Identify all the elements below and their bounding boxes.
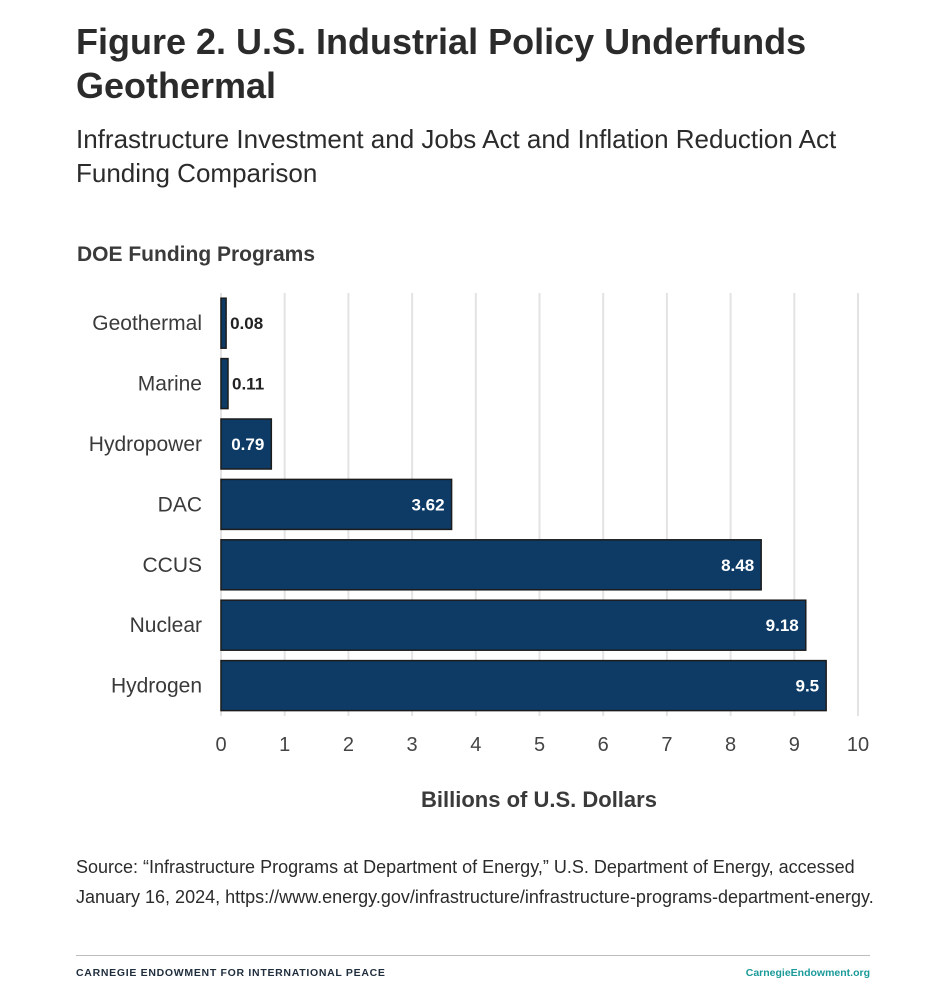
bar-nuclear [220, 599, 807, 651]
x-tick-label: 6 [598, 734, 609, 756]
bars [220, 297, 827, 712]
value-label: 3.62 [412, 495, 445, 514]
value-label: 0.79 [231, 435, 264, 454]
category-label: Geothermal [92, 312, 202, 335]
value-label: 8.48 [721, 556, 754, 575]
chart-subtitle: Infrastructure Investment and Jobs Act a… [76, 124, 837, 188]
x-tick-label: 4 [470, 734, 481, 756]
source-note: Source: “Infrastructure Programs at Depa… [76, 857, 874, 907]
x-tick-label: 0 [215, 734, 226, 756]
y-axis-title: DOE Funding Programs [77, 243, 315, 266]
x-tick-label: 9 [789, 734, 800, 756]
x-axis-title: Billions of U.S. Dollars [421, 787, 657, 812]
bar-hydropower [220, 418, 273, 470]
category-label: DAC [158, 493, 202, 516]
x-tick-labels: 0 1 2 3 4 5 6 7 8 9 10 [215, 734, 869, 756]
bar-dac [220, 478, 453, 531]
bar-hydrogen [220, 659, 827, 712]
value-label: 0.11 [232, 375, 264, 394]
org-name: CARNEGIE ENDOWMENT FOR INTERNATIONAL PEA… [76, 967, 386, 979]
x-tick-label: 7 [661, 734, 672, 756]
value-label: 0.08 [230, 314, 263, 333]
footer-divider [76, 955, 870, 956]
x-tick-label: 3 [407, 734, 418, 756]
category-label: Hydropower [89, 433, 202, 456]
category-label: Marine [138, 373, 202, 396]
category-label: Hydrogen [111, 675, 202, 698]
value-label: 9.18 [766, 616, 799, 635]
x-tick-label: 2 [343, 734, 354, 756]
category-labels: Geothermal Marine Hydropower DAC CCUS Nuclear… [89, 312, 202, 697]
bar-chart: DOE Funding Programs Geothermal Marine Hyd… [77, 243, 869, 812]
x-tick-label: 5 [534, 734, 545, 756]
value-label: 9.5 [796, 677, 820, 696]
x-tick-label: 10 [847, 734, 869, 756]
x-tick-label: 1 [279, 734, 290, 756]
category-label: CCUS [142, 554, 202, 577]
bar-marine [220, 357, 229, 410]
value-labels: 0.08 0.11 0.79 3.62 8.48 9.18 9.5 [230, 314, 819, 695]
bar-geothermal [220, 297, 227, 349]
x-tick-label: 8 [725, 734, 736, 756]
category-label: Nuclear [130, 614, 202, 637]
bar-ccus [220, 539, 762, 591]
chart-title: Figure 2. U.S. Industrial Policy Underfu… [76, 21, 807, 106]
org-url[interactable]: CarnegieEndowment.org [745, 967, 870, 979]
